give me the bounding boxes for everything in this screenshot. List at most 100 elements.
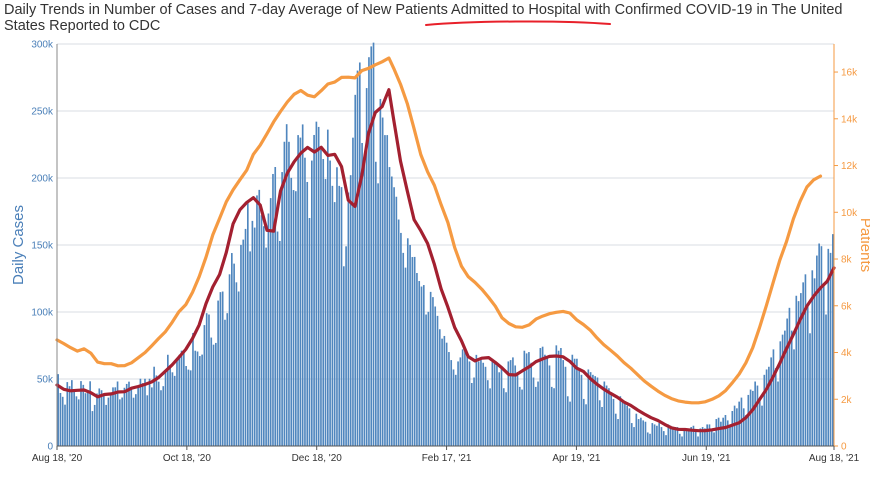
case-bar (326, 129, 329, 447)
case-bar (580, 374, 583, 446)
case-bar (729, 427, 731, 446)
case-bar (667, 424, 670, 446)
case-bar (203, 325, 206, 446)
case-bar (176, 358, 178, 446)
case-bar (422, 285, 425, 446)
case-bar (434, 306, 437, 446)
case-bar (153, 366, 155, 446)
case-bar (697, 436, 699, 446)
case-bar (258, 189, 261, 446)
case-bar (736, 408, 738, 446)
case-bar (553, 388, 555, 446)
case-bar (199, 356, 201, 446)
case-bar (754, 381, 756, 446)
case-bar (811, 270, 814, 446)
case-bar (528, 352, 530, 446)
case-bar (594, 376, 597, 446)
case-bar (388, 167, 391, 446)
y-tick-label-left: 250k (31, 107, 54, 118)
case-bar (436, 315, 439, 446)
case-bar (788, 307, 791, 446)
case-bar (585, 404, 587, 446)
case-bar (660, 427, 663, 446)
case-bar (109, 394, 112, 446)
case-bar (336, 167, 338, 446)
case-bar (235, 282, 238, 446)
case-bar (427, 311, 430, 446)
case-bar (432, 297, 434, 446)
case-bar (66, 382, 69, 446)
case-bar (297, 135, 299, 446)
case-bar (365, 88, 368, 446)
case-bar (402, 252, 405, 446)
case-bar (345, 246, 347, 446)
case-bar (626, 405, 629, 446)
y-axis-title-right: Patients (857, 218, 870, 272)
y-tick-label-right: 4k (841, 348, 853, 359)
case-bar (249, 251, 251, 446)
case-bar (429, 291, 432, 446)
case-bar (310, 160, 313, 446)
case-bar (715, 419, 718, 446)
x-tick-label: Jun 19, '21 (682, 453, 731, 464)
case-bar (135, 394, 137, 446)
case-bar (813, 278, 816, 446)
case-bar (518, 386, 521, 446)
case-bar (781, 334, 784, 446)
case-bar (596, 377, 599, 446)
chart-title-line-2: States Reported to CDC (4, 18, 161, 34)
case-bar (621, 400, 624, 446)
case-bar (630, 423, 633, 446)
case-bar (251, 220, 254, 446)
case-bar (726, 420, 729, 446)
case-bar (224, 319, 226, 446)
case-bar (560, 348, 562, 446)
case-bar (720, 421, 722, 446)
case-bar (75, 396, 78, 446)
case-bar (793, 349, 795, 446)
case-bar (809, 333, 811, 446)
case-bar (484, 366, 487, 446)
case-bar (459, 357, 462, 446)
case-bar (171, 372, 174, 446)
case-bar (132, 397, 135, 446)
case-bar (139, 378, 142, 446)
case-bar (795, 295, 798, 446)
case-bar (178, 354, 181, 446)
case-bar (349, 175, 352, 447)
case-bar (745, 415, 747, 446)
case-bar (290, 177, 293, 447)
case-bar (772, 349, 775, 446)
case-bar (381, 117, 384, 446)
case-bar (322, 159, 325, 447)
case-bar (192, 333, 194, 446)
case-bar (93, 404, 96, 446)
y-tick-label-right: 8k (841, 255, 853, 266)
case-bar (820, 246, 823, 446)
case-bar (486, 380, 489, 446)
case-bar (121, 397, 123, 446)
case-bar (123, 387, 126, 446)
case-bar (646, 432, 649, 446)
case-bar (818, 243, 820, 446)
case-bar (464, 348, 466, 446)
case-bar (683, 429, 686, 446)
case-bar (333, 202, 336, 446)
case-bar (445, 342, 448, 446)
case-bar (308, 218, 311, 446)
case-bar (724, 415, 727, 446)
case-bar (196, 351, 199, 446)
case-bar (699, 428, 702, 446)
case-bar (523, 350, 526, 446)
case-bar (539, 348, 542, 446)
case-bar (800, 293, 802, 446)
case-bar (537, 381, 539, 446)
case-bar (672, 428, 674, 446)
case-bar (534, 386, 537, 446)
case-bar (342, 266, 345, 446)
case-bar (160, 390, 162, 446)
case-bar (443, 335, 446, 446)
case-bar (642, 420, 645, 446)
case-bar (704, 428, 706, 446)
case-bar (619, 396, 622, 446)
